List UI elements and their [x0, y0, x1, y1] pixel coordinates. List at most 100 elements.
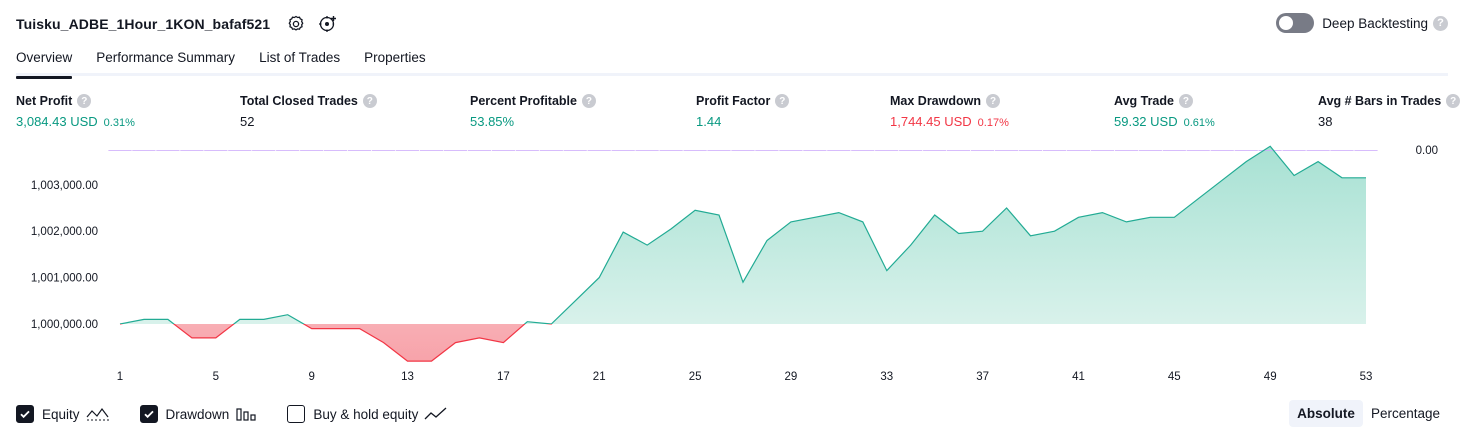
drawdown-bar	[204, 150, 228, 151]
drawdown-bar	[611, 150, 635, 151]
x-axis-label: 25	[689, 371, 702, 383]
drawdown-bar	[348, 150, 372, 151]
metric-avg-trade: Avg Trade? 59.32 USD 0.61%	[1114, 94, 1215, 129]
metric-total-closed-trades: Total Closed Trades? 52	[240, 94, 377, 129]
drawdown-bar	[995, 150, 1019, 151]
drawdown-bar	[1306, 150, 1330, 151]
drawdown-bar	[180, 150, 204, 151]
legend-drawdown-label: Drawdown	[165, 406, 230, 422]
target-plus-icon[interactable]	[318, 14, 338, 34]
drawdown-bar	[324, 150, 348, 151]
help-icon[interactable]: ?	[1433, 15, 1448, 31]
buy-hold-checkbox[interactable]	[287, 405, 306, 423]
value-mode-toggle: Absolute Percentage	[1289, 400, 1448, 427]
drawdown-bar	[875, 150, 899, 151]
drawdown-bar	[300, 150, 324, 151]
equity-line	[119, 145, 1366, 324]
drawdown-bar	[1090, 150, 1114, 151]
drawdown-checkbox[interactable]	[139, 405, 158, 423]
drawdown-bar	[156, 150, 180, 151]
metric-value: 3,084.43 USD	[16, 114, 98, 129]
legend-drawdown[interactable]: Drawdown	[139, 405, 258, 423]
legend-buy-hold[interactable]: Buy & hold equity	[287, 405, 448, 423]
drawdown-bar	[707, 150, 731, 151]
drawdown-bar	[539, 150, 563, 151]
x-axis-label: 1	[117, 371, 123, 383]
percentage-button[interactable]: Percentage	[1370, 406, 1440, 421]
drawdown-bar	[731, 150, 755, 151]
metric-max-drawdown: Max Drawdown? 1,744.45 USD 0.17%	[890, 94, 1009, 129]
drawdown-bar	[779, 150, 803, 151]
left-axis-label: 1,001,000.00	[31, 273, 98, 285]
help-icon[interactable]: ?	[775, 94, 790, 108]
help-icon[interactable]: ?	[581, 94, 596, 108]
chart-legend: Equity Drawdown Buy & hold equity	[16, 403, 478, 425]
help-icon[interactable]: ?	[1178, 94, 1193, 108]
help-icon[interactable]: ?	[362, 94, 377, 108]
metric-value: 1.44	[696, 114, 722, 129]
settings-icon[interactable]	[286, 14, 306, 34]
deep-backtesting-toggle[interactable]	[1276, 13, 1315, 33]
drawdown-bar	[1186, 150, 1210, 151]
equity-loss-line	[120, 324, 553, 362]
drawdown-bar	[587, 150, 611, 151]
x-axis-label: 9	[308, 371, 314, 383]
absolute-button[interactable]: Absolute	[1289, 400, 1363, 427]
drawdown-bar	[971, 150, 995, 151]
x-axis-label: 21	[593, 371, 606, 383]
drawdown-bar	[755, 150, 779, 151]
drawdown-bar	[276, 150, 300, 151]
legend-equity[interactable]: Equity	[16, 405, 110, 423]
metric-value: 38	[1318, 114, 1333, 129]
drawdown-bar	[108, 150, 132, 151]
drawdown-bar	[1042, 150, 1067, 151]
x-axis-label: 13	[401, 371, 414, 383]
help-icon[interactable]: ?	[77, 94, 92, 108]
drawdown-bar	[1354, 150, 1378, 151]
help-icon[interactable]: ?	[1446, 94, 1461, 108]
equity-drawdown-chart[interactable]: 1,003,000.00 1,002,000.00 1,001,000.00 1,00…	[0, 138, 1466, 390]
x-axis-label: 33	[880, 371, 893, 383]
drawdown-bar	[132, 150, 156, 151]
drawdown-bar	[395, 150, 420, 151]
left-axis-label: 1,003,000.00	[31, 180, 98, 192]
drawdown-bar	[851, 150, 875, 151]
left-axis-label: 1,002,000.00	[31, 226, 98, 238]
equity-checkbox[interactable]	[16, 405, 34, 423]
drawdown-bar	[467, 150, 491, 151]
drawdown-bar	[1066, 150, 1090, 151]
tab-overview[interactable]: Overview	[16, 44, 73, 79]
drawdown-bar	[1234, 150, 1258, 151]
help-icon[interactable]: ?	[986, 94, 1000, 108]
strategy-title: Tuisku_ADBE_1Hour_1KON_bafaf521	[16, 16, 271, 32]
metric-label: Percent Profitable	[470, 94, 577, 108]
drawdown-bar	[899, 150, 923, 151]
x-axis-label: 37	[976, 371, 989, 383]
legend-buy-hold-label: Buy & hold equity	[313, 406, 419, 422]
x-axis-label: 45	[1168, 371, 1181, 383]
drawdown-bar	[515, 150, 539, 151]
drawdown-bar	[1330, 150, 1354, 151]
metric-value: 59.32 USD	[1114, 114, 1178, 129]
drawdown-bar	[491, 150, 515, 151]
drawdown-bar	[635, 150, 659, 151]
tab-list-of-trades[interactable]: List of Trades	[259, 50, 341, 65]
header: Tuisku_ADBE_1Hour_1KON_bafaf521	[16, 12, 338, 36]
drawdown-bar	[252, 150, 276, 151]
drawdown-bar	[1282, 150, 1306, 151]
metric-percent: 0.17%	[977, 117, 1009, 129]
metric-label: Profit Factor	[696, 94, 771, 108]
drawdown-bar	[947, 150, 971, 151]
drawdown-bar	[372, 150, 396, 151]
left-axis-label: 1,000,000.00	[31, 319, 98, 331]
equity-profit-area	[120, 146, 1366, 324]
tab-performance-summary[interactable]: Performance Summary	[96, 50, 236, 65]
drawdown-bar	[683, 150, 707, 151]
line-chart-icon	[86, 406, 110, 422]
tab-properties[interactable]: Properties	[364, 50, 426, 65]
drawdown-bar	[659, 150, 683, 151]
metric-label: Avg Trade	[1114, 94, 1174, 108]
metric-label: Total Closed Trades	[240, 94, 358, 108]
drawdown-bar	[563, 150, 587, 151]
metric-label: Max Drawdown	[890, 94, 981, 108]
